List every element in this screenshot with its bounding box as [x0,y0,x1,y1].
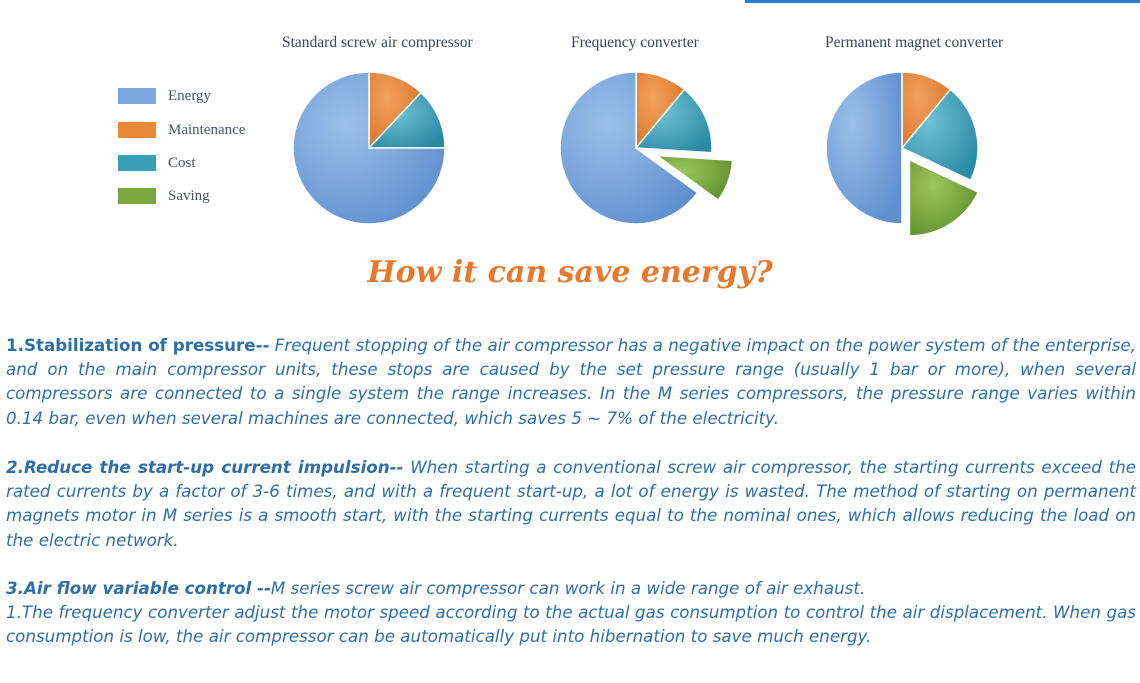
legend-item-maintenance: Maintenance [118,120,318,140]
pie-frequency [559,71,734,225]
paragraph-heading: 1.Stabilization of pressure-- [6,335,270,355]
legend-swatch-maintenance [118,122,156,138]
paragraph-heading: 3.Air flow variable control -- [6,578,271,598]
legend-item-cost: Cost [118,153,318,173]
pie-slice-cost [634,88,713,154]
legend-swatch-saving [118,188,156,204]
pie-permanent [825,71,980,237]
legend-label-energy: Energy [168,88,212,104]
pie-slice-cost [367,91,446,149]
legend-swatch-energy [118,88,156,104]
paragraph-body: When starting a conventional screw air c… [6,457,1136,550]
pie-slice-energy [559,71,699,225]
chart-title-standard: Standard screw air compressor [282,34,473,51]
legend-swatch-cost [118,155,156,171]
legend-label-saving: Saving [168,188,210,204]
paragraph-body: M series screw air compressor can work i… [270,578,866,598]
paragraph-body: Frequent stopping of the air compressor … [6,335,1136,428]
pie-charts [292,71,980,237]
paragraph-stabilization: 1.Stabilization of pressure-- Frequent s… [6,333,1136,430]
pie-slice-saving [908,158,980,237]
pie-standard [292,71,446,225]
paragraph-heading: 2.Reduce the start-up current impulsion-… [6,457,404,477]
paragraph-startup: 2.Reduce the start-up current impulsion-… [6,455,1136,552]
chart-title-permanent: Permanent magnet converter [825,34,1004,51]
paragraph-body-2: 1.The frequency converter adjust the mot… [6,602,1136,647]
pie-slice-cost [900,88,979,182]
legend-label-maintenance: Maintenance [168,122,246,138]
legend-item-saving: Saving [118,186,318,206]
legend-label-cost: Cost [168,155,196,171]
headline: How it can save energy? [367,255,773,290]
pie-slice-energy [292,71,446,225]
top-accent-bar [745,0,1140,3]
pie-slice-saving [654,154,734,202]
chart-title-frequency: Frequency converter [571,34,699,51]
paragraph-airflow: 3.Air flow variable control --M series s… [6,576,1136,649]
pie-slice-energy [825,71,903,225]
legend-item-energy: Energy [118,86,318,106]
